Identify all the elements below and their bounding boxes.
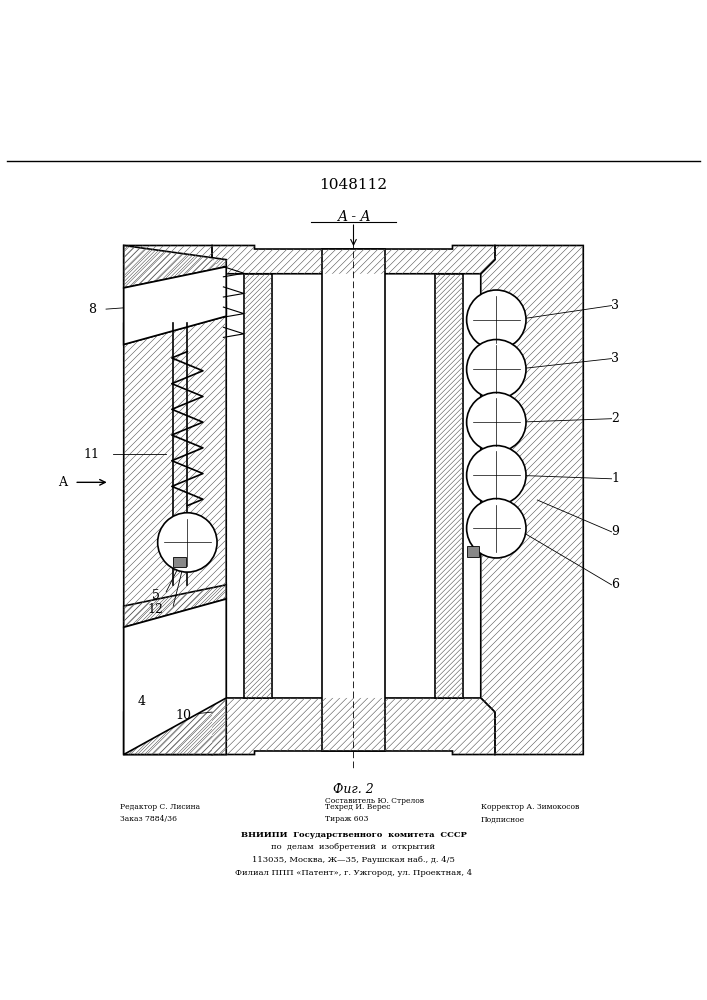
Circle shape <box>158 513 217 572</box>
Text: 12: 12 <box>148 603 163 616</box>
Polygon shape <box>244 274 272 698</box>
Text: 11: 11 <box>84 448 100 461</box>
Circle shape <box>467 446 526 505</box>
Text: по  делам  изобретений  и  открытий: по делам изобретений и открытий <box>271 843 436 851</box>
Text: Подписное: Подписное <box>481 815 525 823</box>
Text: A - A: A - A <box>337 210 370 224</box>
Text: 1048112: 1048112 <box>320 178 387 192</box>
Circle shape <box>467 340 526 399</box>
Text: Составитель Ю. Стрелов: Составитель Ю. Стрелов <box>325 797 424 805</box>
Text: A: A <box>58 476 67 489</box>
Text: Заказ 7884/36: Заказ 7884/36 <box>120 815 177 823</box>
Text: 3: 3 <box>611 352 619 365</box>
Text: 3: 3 <box>611 299 619 312</box>
Text: Тираж 603: Тираж 603 <box>325 815 369 823</box>
Text: 4: 4 <box>137 695 146 708</box>
Polygon shape <box>124 698 226 755</box>
Text: 1: 1 <box>611 472 619 485</box>
Circle shape <box>467 290 526 349</box>
Polygon shape <box>212 245 495 274</box>
Polygon shape <box>124 245 226 288</box>
Circle shape <box>467 499 526 558</box>
Polygon shape <box>124 302 226 344</box>
Polygon shape <box>212 698 495 755</box>
Polygon shape <box>435 274 463 698</box>
Polygon shape <box>481 245 583 755</box>
Text: Техред И. Верес: Техред И. Верес <box>325 803 391 811</box>
Text: 5: 5 <box>151 589 160 602</box>
Text: 9: 9 <box>611 525 619 538</box>
Polygon shape <box>173 557 186 567</box>
Text: Редактор С. Лисина: Редактор С. Лисина <box>120 803 200 811</box>
Polygon shape <box>124 245 226 755</box>
Circle shape <box>467 393 526 452</box>
Polygon shape <box>124 585 226 627</box>
Text: Филиал ППП «Патент», г. Ужгород, ул. Проектная, 4: Филиал ППП «Патент», г. Ужгород, ул. Про… <box>235 869 472 877</box>
Polygon shape <box>124 267 226 344</box>
Polygon shape <box>467 546 479 557</box>
Text: 6: 6 <box>611 578 619 591</box>
Text: Фиг. 2: Фиг. 2 <box>333 783 374 796</box>
Text: Корректор А. Зимокосов: Корректор А. Зимокосов <box>481 803 579 811</box>
Text: 2: 2 <box>611 412 619 425</box>
Text: 8: 8 <box>88 303 96 316</box>
Polygon shape <box>124 599 226 755</box>
Text: ВНИИПИ  Государственного  комитета  СССР: ВНИИПИ Государственного комитета СССР <box>240 831 467 839</box>
Text: 113035, Москва, Ж—35, Раушская наб., д. 4/5: 113035, Москва, Ж—35, Раушская наб., д. … <box>252 856 455 864</box>
Text: 10: 10 <box>176 709 192 722</box>
Polygon shape <box>322 249 385 751</box>
